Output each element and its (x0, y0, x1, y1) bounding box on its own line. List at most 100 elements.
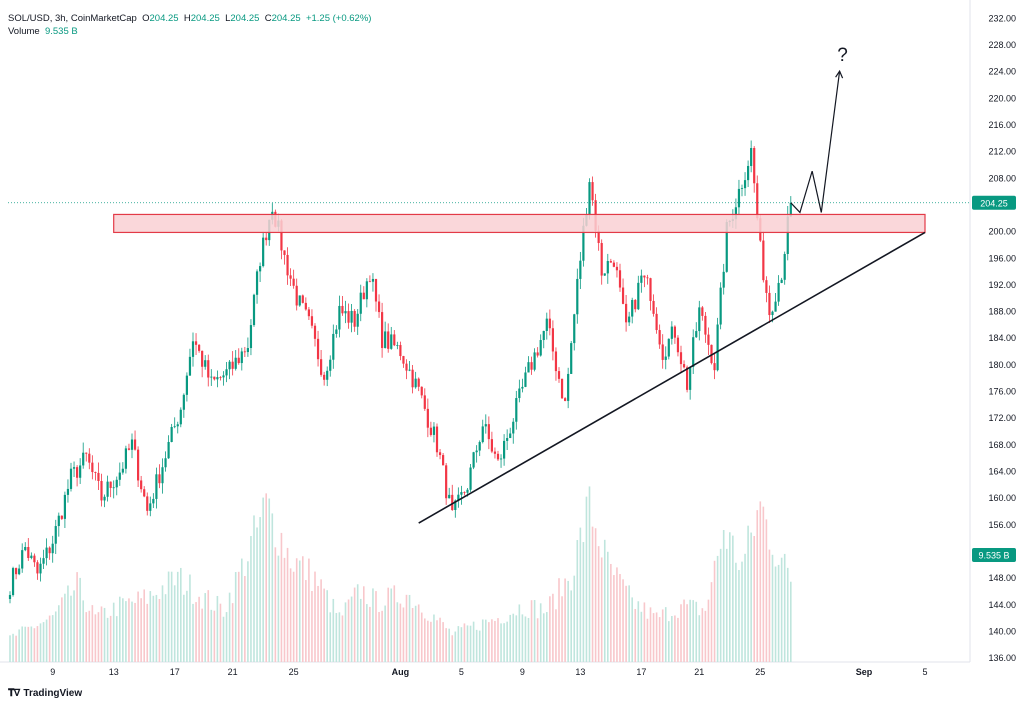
volume-bar (109, 615, 112, 662)
volume-bar (189, 574, 191, 662)
candle (210, 376, 213, 378)
candle (207, 360, 210, 378)
volume-bar (439, 617, 441, 662)
low-value: 204.25 (230, 13, 260, 24)
volume-bar (384, 605, 386, 662)
volume-bar (732, 535, 734, 662)
time-axis[interactable]: 9 13 17 21 25 Aug 5 9 13 17 21 25 Sep 5 (50, 667, 927, 677)
last-price-badge (972, 195, 1016, 210)
volume-bar (314, 571, 316, 662)
candle (109, 481, 112, 488)
candle (557, 371, 561, 379)
candle (600, 243, 603, 276)
volume-bar (128, 598, 130, 662)
volume-bar (192, 603, 194, 662)
volume-bar (356, 584, 359, 662)
candle (588, 182, 591, 215)
volume-bar (363, 586, 365, 662)
candle (332, 333, 335, 360)
candle (15, 568, 18, 575)
volume-bar (762, 506, 765, 662)
volume-bar (122, 598, 124, 662)
candle (240, 351, 243, 364)
candle (564, 398, 567, 401)
drawings: ? (8, 45, 970, 524)
price-tick-label: 212.00 (988, 147, 1016, 157)
candle (490, 439, 493, 452)
volume-bar (271, 513, 274, 662)
volume-bar (521, 614, 524, 662)
volume-bar (79, 577, 81, 662)
candle (130, 439, 134, 450)
volume-bar (195, 602, 197, 662)
candle (82, 452, 85, 466)
candle (655, 313, 658, 331)
price-axis[interactable]: 232.00 228.00 224.00 220.00 216.00 212.00 208.… (969, 0, 1016, 663)
candle (399, 345, 402, 357)
candle (438, 452, 442, 456)
candle (149, 503, 152, 511)
volume-bar (564, 578, 566, 662)
candle (625, 303, 628, 323)
time-tick-label: 5 (922, 667, 927, 677)
volume-bar (298, 560, 301, 662)
candle (63, 494, 66, 519)
volume-bar (119, 596, 121, 662)
volume-bar (481, 619, 484, 662)
candle (664, 356, 667, 360)
volume-bar (369, 606, 371, 662)
volume-bar (375, 591, 377, 662)
volume-bar (735, 562, 737, 662)
time-tick-label: 9 (50, 667, 55, 677)
volume-bar (420, 612, 423, 662)
candle (118, 472, 121, 480)
candle (737, 188, 741, 208)
candle (432, 426, 436, 435)
volume-bar (54, 611, 57, 662)
candle (356, 313, 359, 327)
candle (283, 250, 286, 255)
candle (21, 550, 24, 569)
volume-bar (323, 588, 325, 662)
candle (686, 367, 689, 390)
candle (545, 318, 548, 331)
symbol-label[interactable]: SOL/USD, 3h, CoinMarketCap (8, 13, 137, 24)
candle (417, 378, 420, 387)
tradingview-watermark[interactable]: 𝐓∇ TradingView (8, 688, 82, 699)
volume-bar (445, 628, 447, 662)
candle (246, 348, 249, 353)
volume-bar (515, 615, 518, 662)
resistance-zone (113, 213, 926, 234)
price-tick-label: 144.00 (988, 600, 1016, 610)
volume-bar (582, 542, 585, 662)
volume-bar (36, 626, 39, 662)
volume-bar (48, 615, 51, 662)
candle (445, 465, 448, 499)
volume-bar (558, 578, 560, 662)
candle (121, 468, 124, 473)
tradingview-logo-icon: 𝐓∇ (8, 688, 20, 699)
volume-bar (85, 612, 88, 662)
price-tick-label: 216.00 (988, 120, 1016, 130)
volume-bar (305, 580, 307, 662)
candle (631, 299, 634, 317)
volume-bar (256, 527, 258, 662)
volume-bar (289, 568, 292, 662)
candle (652, 300, 655, 314)
candle (521, 386, 524, 389)
price-tick-label: 156.00 (988, 520, 1016, 530)
volume-bar (51, 615, 54, 662)
volume-bar (619, 574, 621, 662)
candle (106, 481, 109, 497)
candle (33, 555, 36, 563)
volume-bar (231, 603, 234, 662)
projection-path (790, 71, 841, 214)
volume-label[interactable]: Volume (8, 26, 40, 37)
candle (442, 455, 445, 466)
candle (255, 271, 259, 295)
volume-bar (506, 621, 508, 662)
candle (710, 344, 713, 364)
volume-bar (30, 626, 33, 662)
